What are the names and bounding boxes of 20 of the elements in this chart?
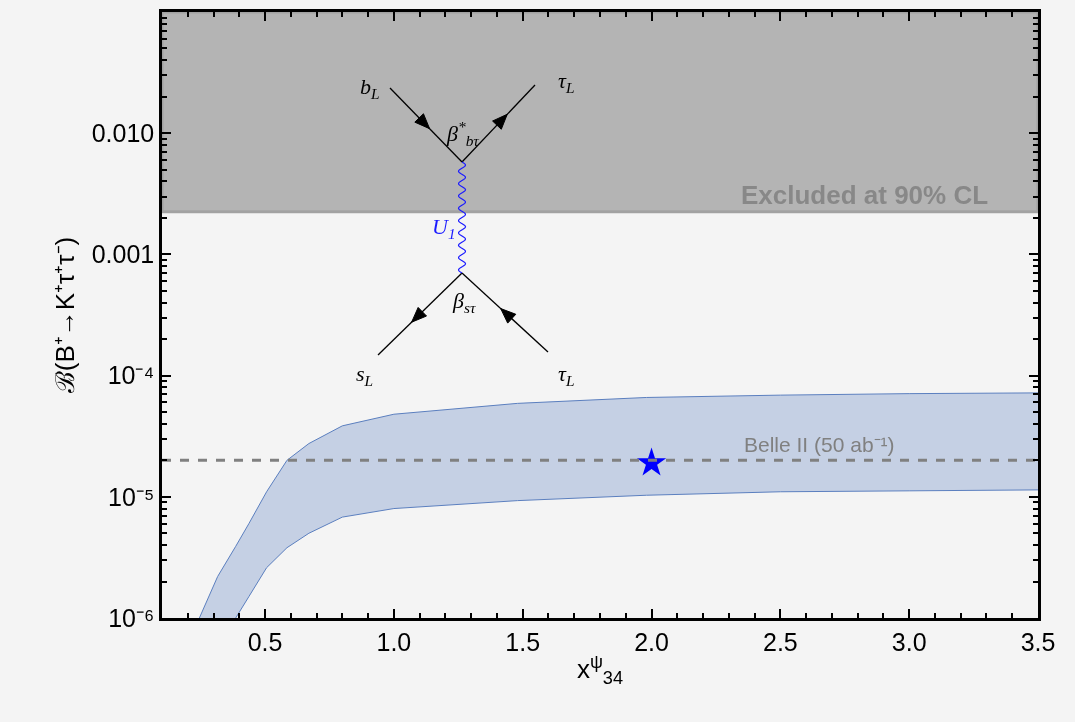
x-tick-label: 3.0 <box>891 627 927 656</box>
y-tick-label: 0.010 <box>91 118 155 147</box>
x-tick-label: 1.5 <box>505 627 541 656</box>
annotation: U$_{1}$ <box>432 214 456 242</box>
x-tick-label: 1.0 <box>376 627 412 656</box>
x-tick-label: 2.5 <box>762 627 798 656</box>
y-tick-label: 10⁻⁴ <box>107 361 155 390</box>
x-tick-label: 2.0 <box>634 627 669 656</box>
annotation: b$_{L}$ <box>360 74 380 102</box>
annotation: τ$_{L}$ <box>558 361 575 389</box>
line-series <box>235 489 1038 618</box>
x-tick-label: 0.5 <box>247 627 283 656</box>
y-tick-label: 0.001 <box>91 240 155 269</box>
ref-line-label: Belle II (50 ab⁻¹) <box>744 433 895 456</box>
y-axis-title: ℬ(B⁺→K⁺τ⁺τ⁻) <box>50 236 81 394</box>
annotation: τ$_{L}$ <box>558 68 575 96</box>
y-tick-label: 10⁻⁶ <box>108 603 155 632</box>
annotation: s$_{L}$ <box>356 361 374 389</box>
x-tick-label: 3.5 <box>1020 627 1056 656</box>
y-tick-label: 10⁻⁵ <box>108 482 155 511</box>
